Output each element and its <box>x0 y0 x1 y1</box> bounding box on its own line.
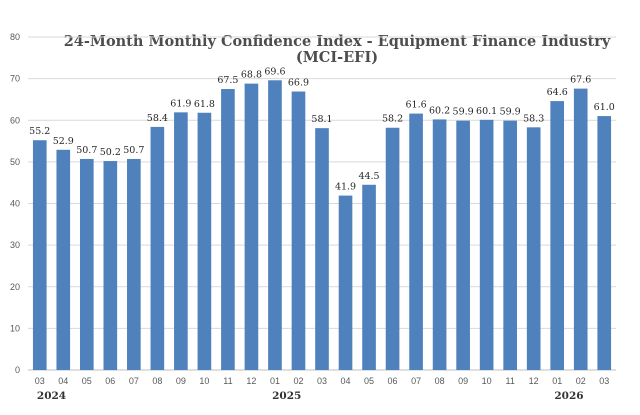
data-label-22: 64.6 <box>547 87 568 98</box>
bar-7 <box>197 112 212 370</box>
data-label-10: 69.6 <box>264 66 285 77</box>
bar-19 <box>479 119 494 371</box>
bar-13 <box>338 195 353 370</box>
y-tick-label: 20 <box>10 282 20 292</box>
bar-11 <box>291 91 306 370</box>
bar-16 <box>409 113 423 370</box>
data-labels: 55.252.950.7 50.2 50.758.461.9 61.867.5 68.8… <box>29 66 615 192</box>
bar-0 <box>32 140 47 370</box>
x-tick-label-11: 02 <box>293 376 303 386</box>
data-label-17: 60.2 <box>429 105 450 116</box>
y-tick-label: 50 <box>10 157 20 167</box>
x-tick-label-5: 08 <box>152 376 162 386</box>
bar-9 <box>244 83 259 371</box>
bar-21 <box>526 127 541 370</box>
x-tick-label-19: 10 <box>482 376 492 386</box>
y-tick-label: 0 <box>15 365 20 375</box>
data-label-4: 50.7 <box>123 145 144 156</box>
bar-15 <box>385 127 400 371</box>
bar-6 <box>174 112 188 370</box>
data-label-6: 61.9 <box>170 98 191 109</box>
bar-10 <box>268 80 282 370</box>
data-label-18: 59.9 <box>453 107 474 118</box>
bar-3 <box>103 161 118 370</box>
year-label-2026: 2026 <box>554 390 583 402</box>
x-tick-label-16: 07 <box>411 376 421 386</box>
x-tick-label-18: 09 <box>458 376 468 386</box>
x-tick-label-3: 06 <box>105 376 115 386</box>
data-label-16: 61.6 <box>406 100 427 111</box>
x-tick-label-0: 03 <box>35 376 45 386</box>
y-tick-label: 40 <box>10 199 20 209</box>
year-label-2024: 2024 <box>37 390 66 402</box>
bar-18 <box>456 120 470 370</box>
x-tick-label-6: 09 <box>176 376 186 386</box>
x-tick-label-24: 03 <box>599 376 609 386</box>
bar-4 <box>127 158 141 370</box>
data-label-24: 61.0 <box>594 102 615 113</box>
y-tick-label: 30 <box>10 240 20 250</box>
bar-17 <box>432 119 447 370</box>
data-label-14: 44.5 <box>358 171 379 182</box>
x-tick-label-12: 03 <box>317 376 327 386</box>
bar-22 <box>550 101 565 370</box>
bar-14 <box>362 184 376 370</box>
bar-2 <box>79 158 94 370</box>
x-tick-label-13: 04 <box>341 376 351 386</box>
x-tick-label-14: 05 <box>364 376 374 386</box>
bar-23 <box>573 88 588 371</box>
data-label-13: 41.9 <box>335 182 356 193</box>
x-tick-label-8: 11 <box>223 376 232 386</box>
x-tick-label-10: 01 <box>270 376 280 386</box>
x-tick-label-7: 10 <box>199 376 209 386</box>
y-tick-label: 80 <box>10 32 20 42</box>
x-tick-label-21: 12 <box>529 376 539 386</box>
x-tick-label-23: 02 <box>576 376 586 386</box>
y-tick-label: 70 <box>10 74 20 84</box>
chart-title-line-2: (MCI-EFI) <box>296 49 378 66</box>
year-labels: 2024 2025 2026 <box>37 390 584 402</box>
data-label-5: 58.4 <box>147 113 168 124</box>
data-label-23: 67.6 <box>570 75 591 86</box>
bars <box>32 80 612 371</box>
x-axis: 03 04 05 06 07 08 09 10 11 12 01 02 03 04 05 06 07 08 09 10… <box>35 376 609 386</box>
data-label-15: 58.2 <box>382 114 403 125</box>
bar-8 <box>221 89 235 370</box>
x-tick-label-17: 08 <box>435 376 445 386</box>
x-tick-label-20: 11 <box>505 376 514 386</box>
data-label-2: 50.7 <box>76 145 97 156</box>
data-label-1: 52.9 <box>53 136 74 147</box>
data-label-21: 58.3 <box>523 113 544 124</box>
data-label-0: 55.2 <box>29 126 50 137</box>
data-label-9: 68.8 <box>241 70 262 81</box>
y-tick-label: 10 <box>10 323 20 333</box>
bar-24 <box>597 116 612 371</box>
data-label-8: 67.5 <box>217 75 238 86</box>
y-axis: 0 10 20 30 40 50 60 70 80 <box>10 32 20 375</box>
data-label-19: 60.1 <box>476 106 497 117</box>
bar-1 <box>56 149 71 370</box>
chart-title-line-1: 24-Month Monthly Confidence Index - Equi… <box>64 33 611 50</box>
x-tick-label-1: 04 <box>58 376 68 386</box>
x-tick-label-22: 01 <box>552 376 562 386</box>
bar-5 <box>150 126 165 370</box>
x-tick-label-9: 12 <box>246 376 256 386</box>
data-label-7: 61.8 <box>194 99 215 110</box>
data-label-12: 58.1 <box>311 114 332 125</box>
x-tick-label-15: 06 <box>388 376 398 386</box>
x-tick-label-2: 05 <box>82 376 92 386</box>
bar-20 <box>503 120 517 370</box>
x-tick-label-4: 07 <box>129 376 139 386</box>
data-label-3: 50.2 <box>100 147 121 158</box>
data-label-20: 59.9 <box>500 107 521 118</box>
year-label-2025: 2025 <box>272 390 301 402</box>
y-tick-label: 60 <box>10 115 20 125</box>
data-label-11: 66.9 <box>288 78 309 89</box>
bar-12 <box>315 128 329 370</box>
